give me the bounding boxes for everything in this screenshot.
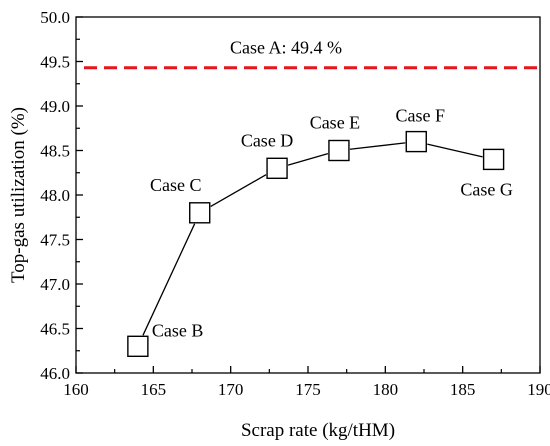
data-point-label: Case C	[150, 175, 202, 195]
axes: 160 165 170 175 180 185 190 46.0 46.5 47.0 47.5 48.…	[40, 8, 550, 399]
series-segment	[349, 142, 406, 150]
data-point-label: Case G	[460, 179, 513, 199]
y-tick-label: 50.0	[40, 8, 70, 27]
reference-line-label: Case A: 49.4 %	[230, 38, 342, 58]
x-tick-label: 185	[450, 380, 476, 399]
x-tick-label: 165	[141, 380, 167, 399]
y-tick-label: 46.0	[40, 364, 70, 383]
x-tick-label: 170	[218, 380, 244, 399]
series-segment	[287, 153, 329, 166]
x-tick-label: 190	[527, 380, 550, 399]
x-tick-label: 160	[63, 380, 89, 399]
reference-layer: Case A: 49.4 %	[84, 38, 538, 70]
series-line-layer	[142, 142, 483, 336]
series-segment	[427, 143, 483, 158]
data-point-label: Case E	[310, 113, 360, 133]
data-point-marker	[405, 130, 427, 153]
y-tick-label: 49.5	[40, 53, 70, 72]
data-point-marker	[127, 335, 149, 357]
series-segment	[142, 223, 196, 336]
y-tick-label: 47.5	[40, 231, 70, 250]
marker-layer	[127, 130, 505, 357]
y-tick-label: 46.5	[40, 320, 70, 339]
y-tick-label: 49.0	[40, 97, 70, 116]
data-point-label: Case B	[152, 320, 204, 340]
x-tick-label: 180	[373, 380, 399, 399]
x-axis-title: Scrap rate (kg/tHM)	[241, 420, 395, 441]
data-point-marker	[328, 139, 350, 162]
y-tick-label: 48.0	[40, 186, 70, 205]
y-tick-label: 48.5	[40, 142, 70, 161]
data-point-label: Case F	[396, 106, 446, 126]
y-tick-label: 47.0	[40, 275, 70, 294]
data-point-marker	[266, 157, 288, 180]
y-axis-title: Top-gas utilization (%)	[8, 107, 29, 283]
data-point-marker	[482, 148, 505, 171]
x-tick-label: 175	[295, 380, 321, 399]
data-point-label: Case D	[241, 130, 294, 150]
data-point-marker	[189, 202, 211, 224]
point-label-layer: Case B Case C Case D Case E Case F Case G	[150, 106, 513, 341]
series-segment	[210, 174, 267, 208]
